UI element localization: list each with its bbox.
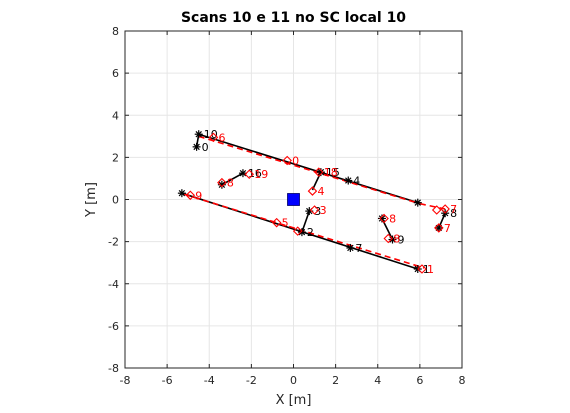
scan-a-point bbox=[297, 228, 306, 237]
scan-b-point bbox=[282, 155, 292, 166]
scan-a-point-label: 3 bbox=[314, 205, 321, 218]
x-tick-label: 8 bbox=[459, 374, 466, 387]
scan-a-point-label: 2 bbox=[307, 226, 314, 239]
x-tick-label: -2 bbox=[246, 374, 257, 387]
scan-b-point-label: 19 bbox=[254, 168, 268, 181]
scan-b-point-label: 18 bbox=[324, 166, 338, 179]
scan-b-point-label: 7 bbox=[450, 203, 457, 216]
scan-a-point bbox=[388, 235, 397, 244]
scan-b-point bbox=[434, 223, 444, 233]
scan-a-segment bbox=[181, 192, 419, 270]
scan-a-point-label: 9 bbox=[397, 234, 404, 247]
scan-a-point-label: 15 bbox=[326, 166, 340, 179]
y-axis-title: Y [m] bbox=[84, 182, 99, 218]
y-tick-label: -2 bbox=[108, 236, 119, 249]
x-tick-label: 0 bbox=[290, 374, 297, 387]
x-tick-label: -4 bbox=[204, 374, 215, 387]
scan-b-point-label: 3 bbox=[320, 204, 327, 217]
scan-b-point-label: 8 bbox=[227, 177, 234, 190]
scan-b-point bbox=[431, 205, 442, 215]
scan-a-segment bbox=[301, 210, 311, 233]
scan-b-point bbox=[383, 233, 394, 244]
scan-a-point bbox=[194, 130, 203, 139]
scan-b-point bbox=[417, 264, 427, 274]
scan-b-point bbox=[379, 213, 389, 224]
scan-b-point-label: 6 bbox=[218, 131, 225, 144]
x-tick-label: 6 bbox=[416, 374, 423, 387]
scan-b-point-label: 7 bbox=[444, 222, 451, 235]
scan-b-segment bbox=[419, 202, 446, 210]
scan-a-point-label: 10 bbox=[204, 128, 218, 141]
scan-b-point bbox=[307, 186, 318, 196]
scan-b-point-label: 8 bbox=[393, 232, 400, 245]
axes: -8 -6 -4 -2 0 2 4 6 8 -8 -6 -4 -2 0 2 4 6 8 bbox=[108, 25, 465, 387]
y-tick-label: 8 bbox=[112, 25, 119, 38]
scan-a-point bbox=[434, 223, 443, 232]
scan-a-point-label: 0 bbox=[202, 141, 209, 154]
scan-b-point bbox=[185, 190, 196, 201]
scan-b-point-label: 0 bbox=[292, 155, 299, 168]
y-tick-label: 0 bbox=[112, 194, 119, 207]
y-tick-label: -6 bbox=[108, 320, 119, 333]
scan-b-point bbox=[309, 205, 320, 215]
scan-a-point bbox=[413, 198, 422, 207]
scan-b-point-label: 5 bbox=[282, 217, 289, 230]
x-tick-label: -6 bbox=[162, 374, 173, 387]
scan-a-point-label: 4 bbox=[353, 175, 360, 188]
scan-a-point bbox=[238, 169, 247, 178]
scan-a-point-label: 16 bbox=[248, 167, 262, 180]
x-tick-label: -8 bbox=[120, 374, 131, 387]
scan-b-point-label: 1 bbox=[427, 263, 434, 276]
scan-a-point bbox=[346, 243, 355, 252]
x-axis-title: X [m] bbox=[276, 393, 312, 408]
scan-b-point bbox=[292, 226, 303, 236]
scan-a-point-label: 7 bbox=[355, 242, 362, 255]
scan-b-point bbox=[313, 167, 324, 177]
scan-b-point bbox=[271, 217, 282, 228]
x-tick-label: 2 bbox=[332, 374, 339, 387]
scan-b-point bbox=[208, 132, 219, 143]
scan-b-point bbox=[440, 204, 450, 214]
origin-marker bbox=[287, 193, 300, 206]
y-tick-label: -4 bbox=[108, 278, 119, 291]
scan-b-point bbox=[217, 177, 227, 188]
scan-b-point-label: 4 bbox=[317, 185, 324, 198]
scan-a-point bbox=[344, 176, 353, 185]
scan-a-point-label: 8 bbox=[450, 207, 457, 220]
y-tick-label: -8 bbox=[108, 362, 119, 375]
y-tick-label: 2 bbox=[112, 151, 119, 164]
scan-b-point bbox=[244, 169, 255, 180]
scan-a-point bbox=[177, 189, 186, 198]
scan-a-point-label: 1 bbox=[423, 263, 430, 276]
x-tick-label: 4 bbox=[374, 374, 381, 387]
scan-b-segment bbox=[198, 135, 421, 205]
scan-a-point bbox=[192, 142, 201, 151]
scan-b-point-label: 9 bbox=[195, 189, 202, 202]
scan-b-point-label: 8 bbox=[389, 212, 396, 225]
scan-b-segment bbox=[183, 193, 425, 269]
chart-title: Scans 10 e 11 no SC local 10 bbox=[181, 10, 406, 26]
y-tick-label: 6 bbox=[112, 67, 119, 80]
y-tick-label: 4 bbox=[112, 109, 119, 122]
